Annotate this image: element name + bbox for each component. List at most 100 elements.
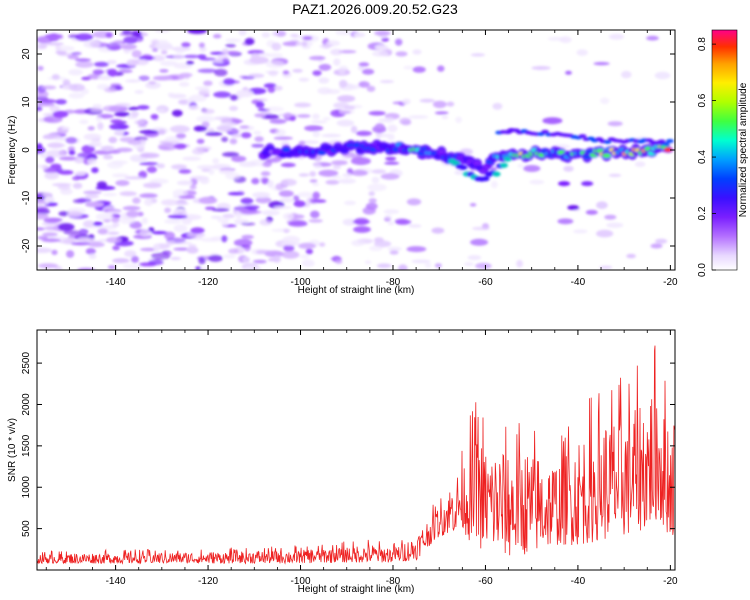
noise-blob (43, 133, 61, 139)
noise-blob (57, 185, 71, 190)
noise-blob (71, 51, 82, 56)
noise-blob (178, 99, 188, 105)
noise-blob (375, 47, 386, 52)
noise-blob (111, 217, 120, 223)
noise-blob (342, 173, 353, 178)
noise-blob (247, 207, 258, 211)
noise-blob (344, 200, 356, 206)
noise-blob (195, 146, 212, 151)
noise-blob (265, 60, 285, 69)
noise-blob (282, 70, 290, 75)
noise-blob (101, 145, 116, 152)
noise-blob (398, 264, 408, 270)
noise-blob (106, 60, 117, 65)
noise-blob (134, 120, 145, 125)
noise-blob (208, 254, 223, 262)
noise-blob (239, 161, 258, 168)
noise-blob (255, 249, 273, 255)
noise-blob (260, 171, 271, 177)
noise-blob (111, 160, 128, 165)
noise-blob (60, 188, 73, 195)
noise-blob (113, 130, 125, 136)
noise-blob (233, 238, 253, 247)
noise-blob (383, 209, 400, 215)
noise-blob (194, 86, 210, 91)
noise-blob (225, 38, 241, 43)
noise-blob (269, 118, 287, 124)
noise-blob (253, 130, 262, 135)
noise-blob (97, 122, 104, 130)
noise-blob (298, 173, 310, 177)
noise-blob (437, 65, 445, 72)
spectrogram-ylabel: Frequency (Hz) (7, 116, 18, 185)
noise-blob (131, 50, 142, 58)
noise-blob (607, 121, 623, 127)
noise-blob (252, 259, 267, 264)
noise-blob (338, 178, 356, 184)
noise-blob (305, 248, 313, 255)
noise-blob (199, 266, 208, 270)
noise-blob (42, 192, 53, 197)
noise-blob (387, 221, 395, 226)
noise-blob (221, 136, 229, 142)
noise-blob (412, 66, 426, 73)
y-tick-label: -20 (21, 238, 32, 253)
noise-blob (431, 227, 445, 234)
noise-blob (170, 256, 181, 261)
noise-blob (139, 162, 159, 166)
noise-blob (301, 140, 320, 144)
noise-blob (58, 211, 70, 217)
noise-blob (302, 45, 311, 49)
noise-blob (201, 168, 211, 172)
noise-blob (148, 80, 156, 85)
noise-blob (65, 137, 78, 144)
noise-blob (52, 183, 72, 187)
noise-blob (384, 214, 393, 221)
noise-blob (55, 99, 67, 105)
noise-blob (225, 172, 241, 180)
noise-blob (85, 248, 96, 255)
ridge-upper-branch (665, 139, 674, 143)
noise-blob (379, 80, 394, 84)
noise-blob (261, 161, 272, 168)
noise-blob (257, 98, 268, 102)
noise-blob (43, 217, 61, 223)
noise-blob (37, 200, 46, 204)
noise-blob (557, 218, 574, 225)
noise-blob (199, 177, 210, 185)
noise-blob (313, 199, 327, 203)
noise-blob (367, 183, 387, 192)
ridge-upper-branch (578, 134, 587, 138)
noise-blob (353, 226, 371, 233)
noise-blob (129, 154, 144, 162)
noise-blob (523, 165, 541, 172)
noise-blob (139, 129, 159, 135)
feature-blob (604, 214, 617, 220)
noise-blob (118, 69, 133, 74)
noise-blob (298, 140, 306, 146)
noise-blob (282, 235, 301, 244)
noise-blob (76, 197, 92, 203)
noise-blob (169, 125, 190, 133)
noise-blob (112, 222, 120, 228)
noise-blob (59, 156, 79, 161)
figure-title: PAZ1.2026.009.20.52.G23 (292, 1, 458, 17)
noise-blob (235, 211, 242, 219)
noise-blob (193, 125, 207, 132)
noise-blob (96, 83, 110, 90)
noise-blob (563, 165, 574, 172)
noise-blob (38, 43, 48, 49)
noise-blob (238, 30, 247, 36)
ridge-branch (459, 165, 468, 171)
noise-blob (517, 164, 524, 168)
ridge-core (602, 153, 611, 158)
noise-blob (47, 142, 64, 149)
noise-blob (241, 132, 252, 139)
noise-blob (235, 89, 254, 98)
noise-blob (491, 180, 498, 189)
y-tick-label: 0 (21, 147, 32, 153)
noise-blob (95, 213, 114, 221)
noise-blob (362, 206, 376, 215)
